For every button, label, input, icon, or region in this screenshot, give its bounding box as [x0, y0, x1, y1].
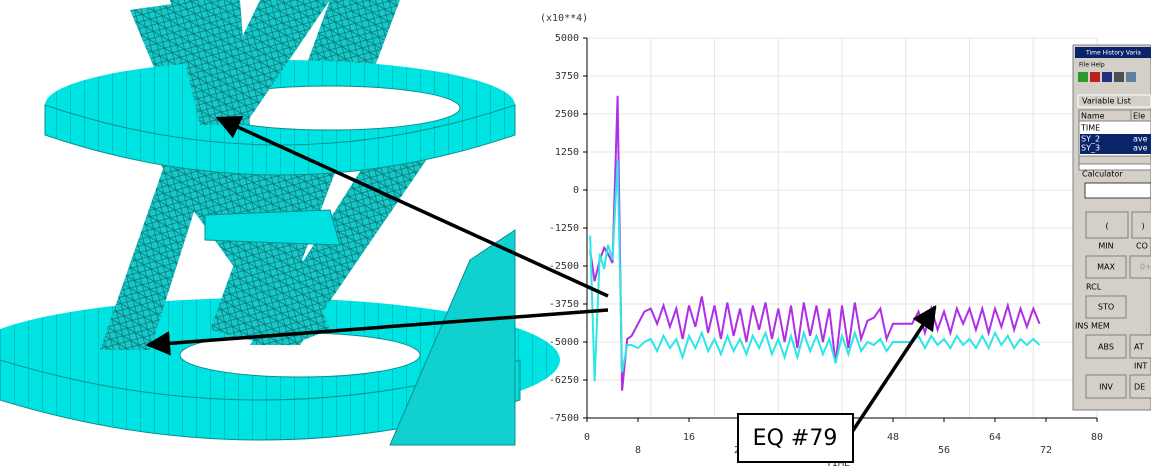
lower-disk-edge [0, 359, 521, 441]
upper-disk-edge [44, 104, 516, 176]
arrow [215, 116, 609, 298]
list-item[interactable]: TIME [1080, 124, 1100, 133]
y-tick-label: -5000 [549, 337, 579, 348]
strut [200, 0, 330, 125]
y-axis-label: (x10**4) [540, 13, 588, 24]
annotation: EQ #79 [753, 426, 838, 451]
y-tick-label: 2500 [555, 109, 579, 120]
x-tick-label: 64 [989, 432, 1001, 443]
y-tick-label: 5000 [555, 33, 579, 44]
x-tick-label: 56 [938, 445, 950, 456]
x-tick-label: 16 [683, 432, 695, 443]
tool-button[interactable] [1078, 72, 1088, 82]
arrow [850, 304, 937, 433]
menu-bar[interactable]: File Help [1079, 62, 1105, 69]
y-tick-label: -6250 [549, 375, 579, 386]
title-bar [1075, 47, 1151, 58]
y-tick-label: 3750 [555, 71, 579, 82]
button[interactable] [1129, 374, 1151, 399]
variable-list-label: Variable List [1082, 97, 1131, 106]
chart: (x10**4) TIME -7500 -6250 -5000 -3750 -2500 -… [540, 13, 1103, 469]
list-item-element: ave [1133, 144, 1148, 153]
tool-button[interactable] [1126, 72, 1136, 82]
plate [204, 209, 341, 246]
x-tick-label: 80 [1091, 432, 1103, 443]
x-axis-label: TIME [826, 458, 850, 469]
button[interactable] [1085, 255, 1127, 279]
column-header[interactable] [1130, 109, 1151, 122]
key-label: CO [1136, 242, 1148, 251]
button-label: INV [1099, 383, 1113, 392]
button[interactable] [1085, 334, 1127, 359]
y-tick-label: 1250 [555, 147, 579, 158]
x-tick-label: 48 [887, 432, 899, 443]
series-line [589, 95, 1041, 391]
button[interactable] [1085, 211, 1129, 239]
list-item[interactable]: SY_2 [1081, 135, 1100, 144]
button-label: MAX [1097, 263, 1115, 272]
mesh-view [0, 0, 560, 446]
series-line [589, 159, 1041, 382]
tool-button[interactable] [1090, 72, 1100, 82]
button[interactable] [1129, 255, 1151, 279]
strut [100, 120, 220, 350]
arrow [145, 308, 609, 356]
tool-button[interactable] [1114, 72, 1124, 82]
annotation-box [737, 413, 854, 463]
y-tick-label: 0 [573, 185, 579, 196]
button-label: DE [1134, 383, 1145, 392]
list-item[interactable]: SY_3 [1081, 144, 1100, 153]
button-label: AT [1134, 343, 1144, 352]
list-item-element: ave [1133, 135, 1148, 144]
key-label: RCL [1086, 283, 1102, 292]
key-label: INT [1134, 362, 1147, 371]
x-tick-label: 72 [1040, 445, 1052, 456]
button[interactable] [1131, 211, 1151, 239]
column-label: Name [1081, 112, 1105, 121]
key-label: INS MEM [1075, 322, 1110, 331]
y-tick-label: -7500 [549, 413, 579, 424]
calculator-input[interactable] [1084, 182, 1151, 199]
x-tick-label: 0 [584, 432, 590, 443]
section-header [1077, 94, 1151, 108]
button[interactable] [1085, 295, 1127, 319]
button[interactable] [1129, 334, 1151, 359]
panel-title: Time History Varia [1085, 50, 1141, 57]
strut [389, 229, 516, 446]
y-tick-label: -2500 [549, 261, 579, 272]
time-history-panel: Time History Varia File Help Variable Li… [1072, 44, 1151, 411]
calculator-label: Calculator [1082, 170, 1123, 179]
button[interactable] [1085, 374, 1127, 399]
button-label: ) [1141, 222, 1144, 231]
x-tick-label: 8 [635, 445, 641, 456]
calculator-buttons: ( ) MIN CO MAX 0+ RCL STO INS MEM ABS AT… [1075, 211, 1151, 399]
tool-button[interactable] [1102, 72, 1112, 82]
y-tick-label: -1250 [549, 223, 579, 234]
button-label: ( [1105, 222, 1108, 231]
strut [250, 140, 440, 345]
callouts: EQ #79 [145, 116, 937, 463]
button-label: STO [1098, 303, 1114, 312]
toolbar [1078, 72, 1136, 82]
scrollbar[interactable] [1078, 155, 1151, 165]
key-label: MIN [1098, 242, 1113, 251]
button-label: 0+ [1140, 263, 1151, 272]
y-tick-label: -3750 [549, 299, 579, 310]
column-label: Ele [1133, 112, 1145, 121]
button-label: ABS [1098, 343, 1114, 352]
selection [1080, 134, 1151, 154]
